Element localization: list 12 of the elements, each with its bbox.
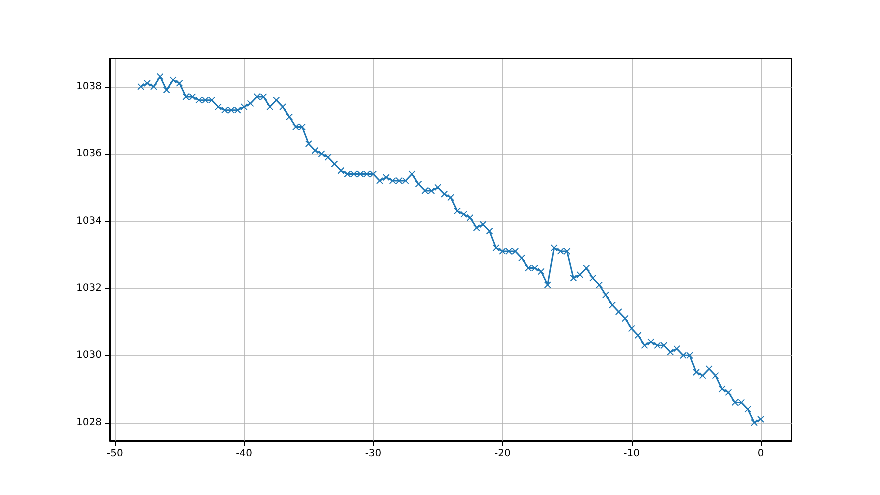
x-tick-label: -30 bbox=[365, 448, 382, 460]
x-tick-label: 0 bbox=[758, 448, 764, 460]
y-tick-label: 1038 bbox=[76, 81, 102, 92]
x-tick-label: -10 bbox=[624, 448, 640, 460]
x-tick-label: -20 bbox=[494, 448, 511, 460]
y-tick-label: 1036 bbox=[76, 148, 102, 160]
y-tick-label: 1028 bbox=[76, 417, 102, 428]
y-tick-label: 1030 bbox=[76, 350, 102, 362]
y-tick-label: 1032 bbox=[76, 282, 102, 294]
y-tick-label: 1034 bbox=[76, 216, 102, 227]
x-tick-label: -40 bbox=[236, 448, 253, 460]
x-tick-label: -50 bbox=[106, 448, 124, 460]
